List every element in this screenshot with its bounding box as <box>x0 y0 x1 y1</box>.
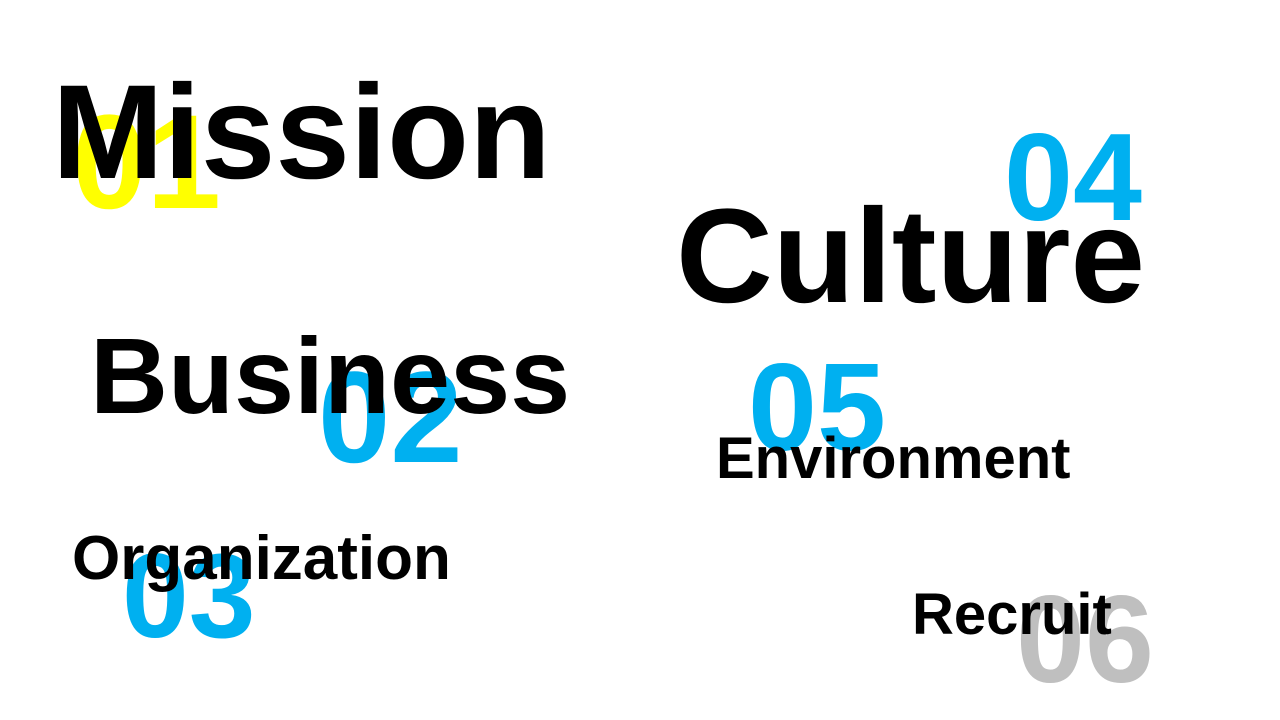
item-label: Recruit <box>912 582 1112 647</box>
item-number: 04 <box>1004 109 1142 247</box>
item-number: 02 <box>318 344 463 490</box>
item-number: 05 <box>748 339 886 477</box>
item-label: Business <box>90 315 571 436</box>
item-number: 06 <box>1016 571 1154 709</box>
item-label: Organization <box>72 524 451 593</box>
item-label: Culture <box>676 182 1145 331</box>
item-number: 03 <box>122 529 256 663</box>
item-label: Environment <box>716 426 1071 491</box>
item-label: Mission <box>52 58 551 207</box>
item-number: 01 <box>72 88 222 237</box>
